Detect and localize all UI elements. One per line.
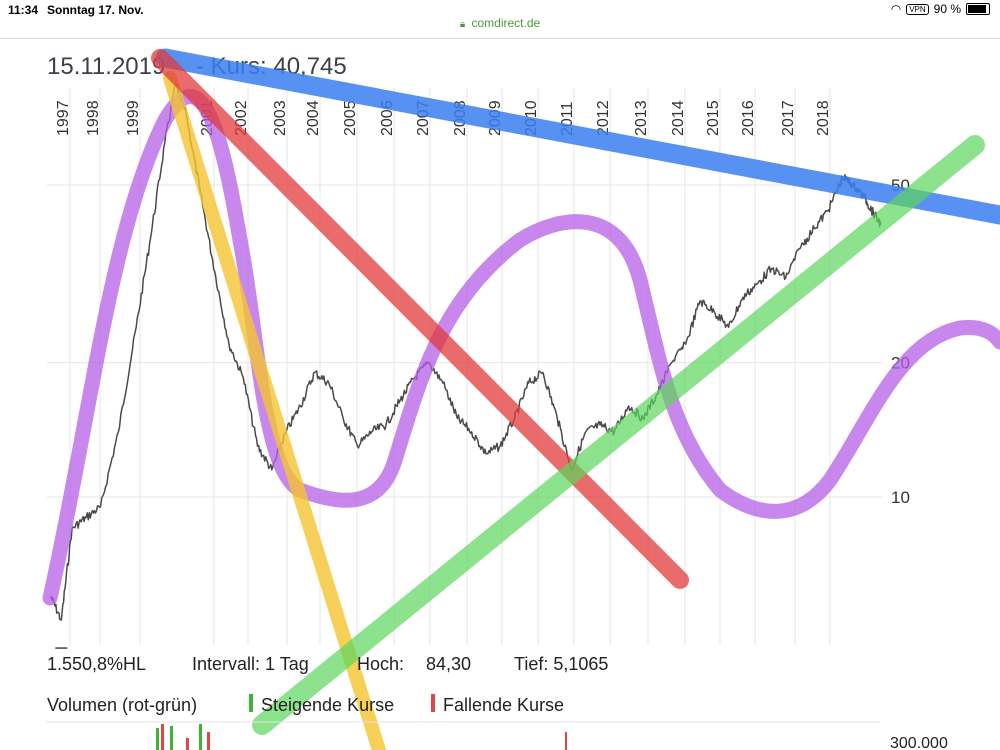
y-tick-label: 10 [891,488,910,507]
stat-high-label: Hoch: [357,654,404,674]
rising-legend-swatch [249,694,253,712]
x-tick-label: 1998 [85,100,102,136]
x-tick-label: 1999 [125,100,142,136]
x-tick-label: 2013 [633,100,650,136]
x-tick-label: 2017 [780,100,797,136]
ios-status-bar: 11:34 Sonntag 17. Nov. ◠ VPN 90 % [0,0,1000,20]
stat-interval: Intervall: 1 Tag [192,654,309,674]
x-tick-label: 2003 [272,100,289,136]
status-time: 11:34 [8,3,39,17]
volume-bar [207,732,210,750]
vpn-badge: VPN [906,3,929,15]
status-indicators: ◠ VPN 90 % [891,2,990,16]
lock-icon: 🔒︎ [459,19,466,30]
battery-icon [966,3,990,15]
blue-trendline [155,48,1000,225]
address-bar[interactable]: 🔒︎ comdirect.de [0,16,1000,38]
x-tick-label: 2015 [705,100,722,136]
drawing-annotations [42,48,1000,750]
x-tick-label: 2004 [305,100,322,136]
x-tick-label: 2005 [342,100,359,136]
volume-bar [199,724,202,750]
falling-legend-label: Fallende Kurse [443,695,564,715]
green-trendline [252,135,985,735]
red-trendline [151,49,689,589]
volume-bar [186,738,189,750]
browser-divider [0,38,1000,39]
volume-title: Volumen (rot-grün) [47,695,197,715]
volume-axis-value: 300.000 [890,735,948,750]
volume-bar [170,726,173,750]
volume-bar [161,724,164,750]
x-tick-label: 1997 [55,100,72,136]
x-tick-label: 2014 [670,100,687,136]
wifi-icon: ◠ [890,2,902,16]
url-text: comdirect.de [471,16,541,30]
status-date: Sonntag 17. Nov. [47,3,144,17]
stat-range: 1.550,8%HL [47,654,146,674]
x-tick-label: 2018 [815,100,832,136]
rising-legend-label: Steigende Kurse [261,695,394,715]
stat-high-value: 84,30 [426,654,471,674]
volume-bar [156,728,159,750]
chart-date: 15.11.2019 [47,53,165,80]
volume-bar [565,732,567,750]
volume-bars [46,721,880,750]
stat-low: Tief: 5,1065 [514,654,608,674]
x-tick-label: 2012 [595,100,612,136]
x-tick-label: 2016 [740,100,757,136]
battery-percentage: 90 % [933,2,961,16]
falling-legend-swatch [431,694,435,712]
